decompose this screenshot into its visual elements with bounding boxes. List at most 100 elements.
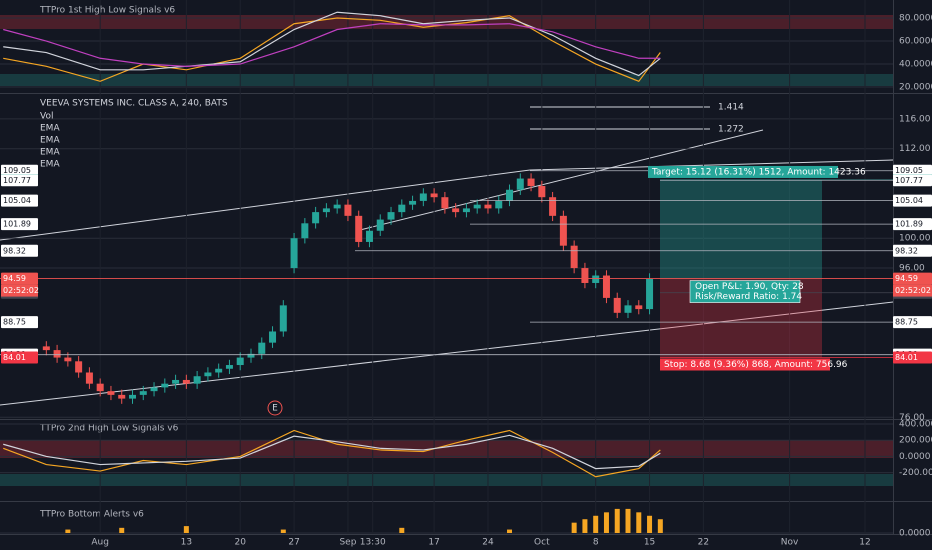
legend-item: Vol — [40, 112, 53, 122]
price-label-bg — [1, 194, 38, 207]
alert-bar — [614, 508, 620, 533]
candle-body — [269, 331, 277, 343]
alert-bar — [582, 519, 588, 533]
panel-borders — [0, 0, 932, 535]
candle-body — [344, 204, 352, 216]
candle-body — [193, 376, 201, 384]
candle-body — [635, 305, 643, 310]
legend-item: EMA — [40, 148, 60, 158]
countdown: 02:52:02 — [3, 286, 39, 295]
price-label: 94.59 — [3, 274, 26, 283]
candle-body — [333, 204, 341, 209]
x-tick-label: 27 — [288, 538, 299, 548]
legend-item: EMA — [40, 160, 60, 170]
price-label: 109.05 — [895, 166, 923, 175]
candle-body — [301, 223, 309, 239]
price-label-bg — [1, 351, 38, 364]
price-label: 88.75 — [895, 318, 918, 327]
price-label-bg — [893, 218, 932, 231]
candle-body — [290, 238, 298, 269]
price-label-bg — [1, 316, 38, 329]
stop-text: Stop: 8.68 (9.36%) 868, Amount: 756.96 — [664, 360, 848, 370]
candle-body — [430, 193, 438, 198]
candle-body — [549, 197, 557, 216]
y-tick-label: 96.00 — [899, 264, 925, 274]
alert-bar — [593, 515, 599, 533]
price-label: 94.59 — [895, 274, 918, 283]
alert-bar — [65, 529, 71, 533]
y-tick-label: 60.0000 — [899, 37, 932, 47]
pnl-bg — [689, 280, 801, 303]
candle-body — [355, 215, 363, 242]
y-tick-label: 20.0000 — [899, 83, 932, 93]
price-label: 101.89 — [3, 220, 31, 229]
countdown-bg — [893, 284, 932, 297]
price-label-bg — [893, 244, 932, 257]
price-label: 84.01 — [3, 353, 26, 362]
y-tick-label: 112.00 — [899, 144, 931, 154]
price-label-bg — [893, 316, 932, 329]
candle-body — [613, 297, 621, 313]
alert-bar — [183, 526, 189, 533]
candle-body — [322, 208, 330, 213]
price-label-bg — [1, 218, 38, 231]
fib-lines — [530, 106, 710, 130]
candle-body — [624, 305, 632, 313]
candle-body — [398, 204, 406, 213]
y-tick-label: 100.00 — [899, 234, 931, 244]
y-tick-label: 80.0000 — [899, 14, 932, 24]
price-label: 109.05 — [3, 166, 31, 175]
countdown: 02:52:02 — [895, 286, 931, 295]
price-label-bg — [1, 174, 38, 187]
panel-title: VEEVA SYSTEMS INC. CLASS A, 240, BATS — [40, 99, 228, 109]
trendlines — [0, 129, 894, 406]
candle-body — [581, 268, 589, 283]
candle-body — [559, 215, 567, 246]
candle-body — [419, 193, 427, 201]
pnl-text: Open P&L: 1.90, Qty: 28 — [695, 282, 804, 292]
candle-body — [236, 357, 244, 366]
y-tick-label: 116.00 — [899, 114, 931, 124]
candle-body — [473, 204, 481, 209]
rr-text: Risk/Reward Ratio: 1.74 — [695, 292, 802, 302]
alert-bar — [647, 515, 653, 533]
alert-bar — [507, 529, 513, 533]
candle-body — [527, 178, 535, 187]
candle-body — [602, 275, 610, 298]
x-tick-label: Oct — [534, 538, 550, 548]
candle-body — [462, 208, 470, 213]
candle-body — [118, 394, 126, 399]
candle-body — [516, 178, 524, 190]
legend-item: EMA — [40, 136, 60, 146]
x-tick-label: Aug — [91, 538, 109, 548]
target-text: Target: 15.12 (16.31%) 1512, Amount: 142… — [651, 167, 866, 177]
y-tick-label: 400.0000 — [899, 419, 932, 429]
candle-body — [646, 278, 654, 310]
price-label: 88.75 — [3, 318, 26, 327]
price-label: 105.04 — [3, 196, 31, 205]
x-tick-label: 8 — [593, 538, 599, 548]
candle-body — [204, 372, 212, 377]
candle-body — [247, 353, 255, 358]
panel-title: TTPro 2nd High Low Signals v6 — [39, 424, 179, 434]
price-label: 84.01 — [895, 353, 918, 362]
price-label-bg — [893, 174, 932, 187]
y-tick-label: 76.00 — [899, 413, 925, 423]
candle-body — [225, 365, 233, 369]
x-tick-label: 13 — [181, 538, 192, 548]
fib-label: 1.272 — [718, 125, 744, 135]
candle-body — [128, 394, 136, 399]
candle-body — [365, 230, 373, 242]
indicator-line — [3, 429, 661, 478]
y-tick-label: -200.0000 — [899, 468, 932, 478]
candle-body — [312, 212, 320, 224]
price-label-bg — [893, 164, 932, 177]
candle-body — [376, 219, 384, 231]
x-tick-label: 12 — [859, 538, 870, 548]
candle-body — [53, 350, 61, 358]
price-label: 98.32 — [895, 246, 918, 255]
price-label: 105.04 — [895, 196, 923, 205]
panel-title: TTPro 1st High Low Signals v6 — [39, 6, 175, 16]
